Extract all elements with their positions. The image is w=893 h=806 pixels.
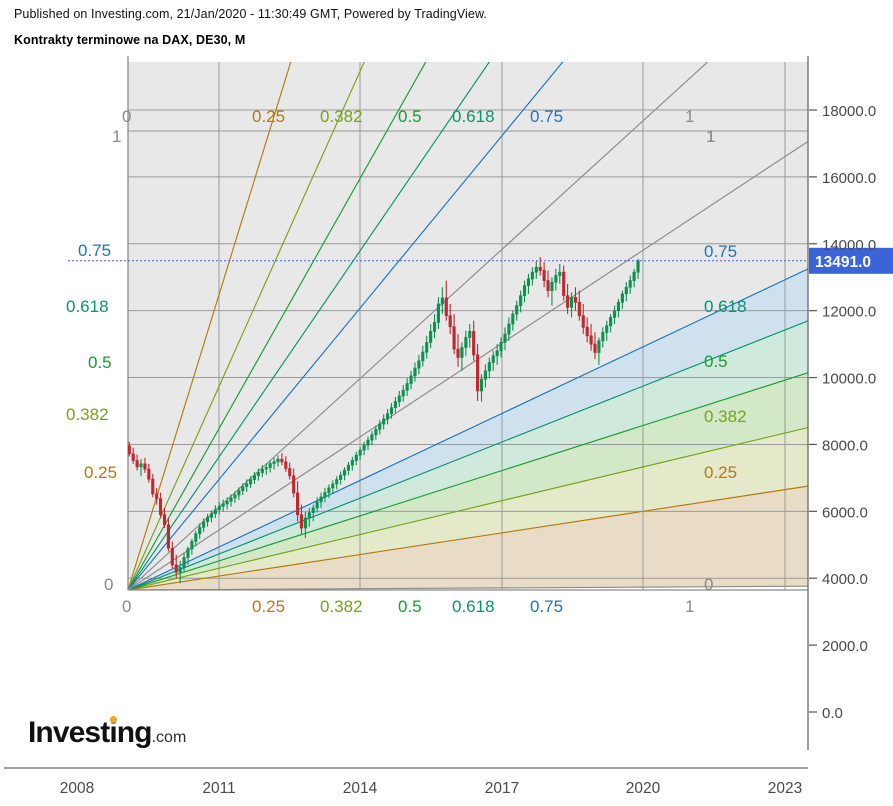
investing-logo: Invest ing.com [28,716,187,749]
svg-text:0: 0 [122,597,131,616]
svg-text:13491.0: 13491.0 [815,254,871,271]
svg-text:0.5: 0.5 [398,597,422,616]
svg-text:0.0: 0.0 [822,705,843,722]
svg-text:0: 0 [104,575,113,594]
svg-text:0.75: 0.75 [530,107,563,126]
svg-text:1: 1 [706,127,715,146]
svg-text:0: 0 [122,107,131,126]
svg-text:2017: 2017 [485,780,519,797]
svg-text:0.618: 0.618 [66,297,109,316]
svg-text:6000.0: 6000.0 [822,504,868,521]
svg-text:0.75: 0.75 [704,242,737,261]
svg-text:2011: 2011 [202,780,235,797]
svg-text:1: 1 [685,107,694,126]
svg-text:0.5: 0.5 [704,352,728,371]
svg-text:0.618: 0.618 [452,107,495,126]
orange-dot-icon [110,716,118,723]
svg-text:8000.0: 8000.0 [822,437,868,454]
svg-text:2000.0: 2000.0 [822,638,868,655]
svg-text:1: 1 [685,597,694,616]
svg-text:2014: 2014 [343,780,378,797]
svg-text:0.25: 0.25 [704,463,737,482]
svg-text:2023: 2023 [768,780,802,797]
svg-text:12000.0: 12000.0 [822,304,876,321]
svg-text:14000.0: 14000.0 [822,237,876,254]
publish-caption: Published on Investing.com, 21/Jan/2020 … [14,7,487,21]
svg-text:0.382: 0.382 [320,107,363,126]
svg-text:0.618: 0.618 [704,297,747,316]
svg-text:1: 1 [112,127,121,146]
svg-text:0.382: 0.382 [320,597,363,616]
chart-title: Kontrakty terminowe na DAX, DE30, M [14,33,246,47]
svg-text:16000.0: 16000.0 [822,170,876,187]
svg-text:0.382: 0.382 [704,407,747,426]
svg-text:0.25: 0.25 [84,463,117,482]
svg-text:0: 0 [704,575,713,594]
svg-text:2020: 2020 [626,780,661,797]
svg-text:0.5: 0.5 [88,353,112,372]
svg-text:0.25: 0.25 [252,107,285,126]
svg-text:0.75: 0.75 [530,597,563,616]
svg-text:10000.0: 10000.0 [822,371,876,388]
svg-text:0.75: 0.75 [78,241,111,260]
svg-text:1: 1 [706,127,715,146]
svg-text:0.618: 0.618 [452,597,495,616]
logo-tld: .com [151,729,187,746]
logo-word-2: ng [116,716,153,749]
logo-word-1: Invest [28,716,110,749]
svg-text:2008: 2008 [60,780,94,797]
svg-text:0.5: 0.5 [398,107,422,126]
svg-text:0.25: 0.25 [252,597,285,616]
svg-text:18000.0: 18000.0 [822,103,876,120]
svg-text:4000.0: 4000.0 [822,571,868,588]
svg-text:0.382: 0.382 [66,405,109,424]
logo-dot-i: i [109,716,118,749]
